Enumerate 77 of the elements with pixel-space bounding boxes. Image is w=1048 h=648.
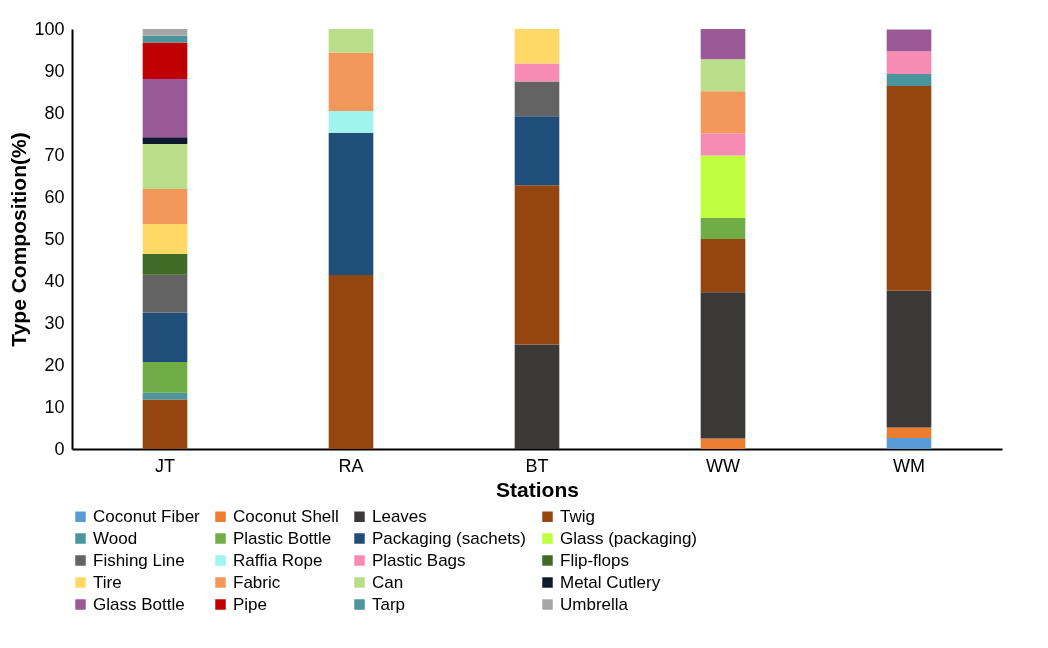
bar [700, 239, 746, 293]
legend-label: Can [372, 572, 404, 592]
bar [886, 29, 932, 52]
bar [886, 86, 932, 291]
y-tick-label: 20 [44, 354, 65, 375]
legend-label: Glass (packaging) [560, 528, 698, 548]
bar [886, 73, 932, 87]
bar [700, 155, 746, 218]
bar [142, 29, 188, 36]
x-tick-label: WW [706, 455, 740, 476]
bar [328, 110, 374, 133]
bar [514, 29, 560, 64]
y-tick-label: 70 [44, 144, 65, 165]
bar [142, 362, 188, 393]
bar [514, 81, 560, 117]
y-tick-label: 90 [44, 60, 65, 81]
legend-label: Metal Cutlery [560, 572, 661, 592]
y-tick-label: 10 [44, 396, 65, 417]
y-tick-label: 80 [44, 102, 65, 123]
y-tick-label: 50 [44, 228, 65, 249]
bar [328, 275, 374, 449]
bar [142, 144, 188, 190]
y-axis-title: Type Composition(%) [7, 132, 31, 347]
legend-label: Fishing Line [93, 550, 185, 570]
legend-label: Umbrella [560, 594, 629, 614]
legend-label: Plastic Bags [372, 550, 466, 570]
x-axis-title: Stations [496, 477, 579, 501]
x-tick-label: RA [338, 455, 364, 476]
bar [886, 290, 932, 428]
legend-label: Pipe [233, 594, 268, 614]
x-tick-label: JT [155, 455, 175, 476]
bar [514, 344, 560, 449]
bar [142, 223, 188, 255]
bar [142, 42, 188, 79]
y-tick-label: 0 [54, 438, 65, 459]
y-tick-label: 100 [34, 18, 65, 39]
y-tick-label: 60 [44, 186, 65, 207]
legend-label: Leaves [372, 506, 427, 526]
legend-label: Flip-flops [560, 550, 629, 570]
legend-label: Raffia Rope [233, 550, 323, 570]
bar [142, 274, 188, 313]
legend-label: Tarp [372, 594, 406, 614]
legend-label: Glass Bottle [93, 594, 185, 614]
bar [328, 52, 374, 111]
bar [514, 116, 560, 186]
bar [700, 133, 746, 156]
legend-label: Twig [560, 506, 595, 526]
legend-label: Plastic Bottle [233, 528, 332, 548]
bar [700, 218, 746, 239]
bar [142, 78, 188, 138]
bar [886, 438, 932, 449]
legend-label: Coconut Fiber [93, 506, 201, 526]
bar [886, 51, 932, 74]
bar [700, 292, 746, 439]
bar [886, 427, 932, 439]
y-tick-label: 30 [44, 312, 65, 333]
bar [328, 29, 374, 53]
bar [514, 185, 560, 345]
bar [514, 63, 560, 82]
legend-label: Packaging (sachets) [372, 528, 527, 548]
legend-label: Coconut Shell [233, 506, 339, 526]
bar [142, 312, 188, 363]
x-tick-label: BT [525, 455, 549, 476]
bar [700, 29, 746, 60]
y-tick-label: 40 [44, 270, 65, 291]
legend-label: Wood [93, 528, 138, 548]
bar [700, 91, 746, 134]
legend-label: Tire [93, 572, 122, 592]
bar [142, 399, 188, 449]
bar [142, 254, 188, 275]
bar [700, 59, 746, 92]
bar [142, 189, 188, 224]
x-tick-label: WM [893, 455, 925, 476]
bar [700, 438, 746, 449]
bar [142, 137, 188, 145]
legend-label: Fabric [233, 572, 281, 592]
bar [328, 132, 374, 276]
